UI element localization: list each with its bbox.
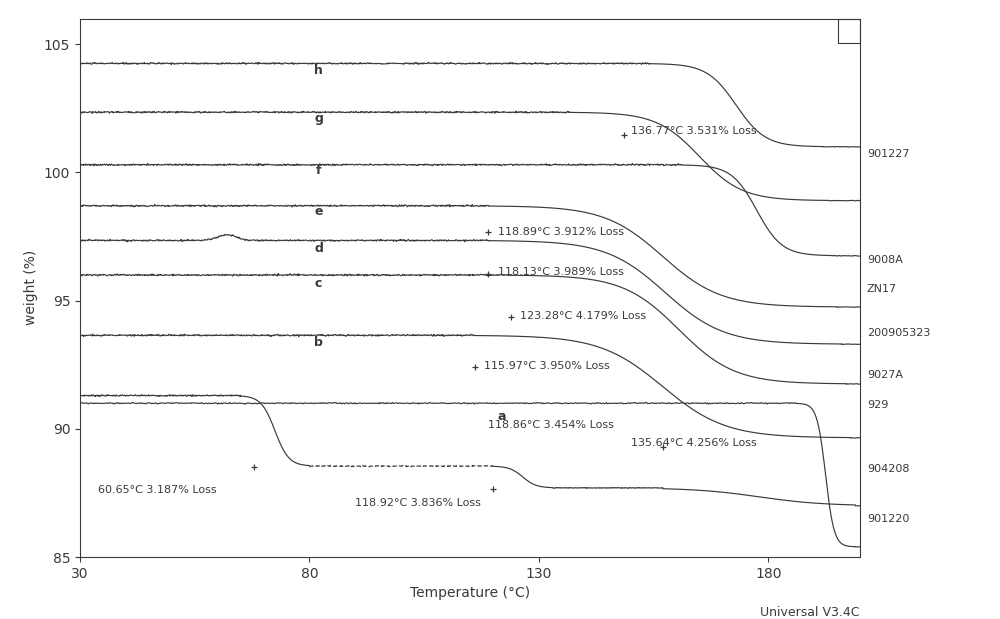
Text: 135.64°C 4.256% Loss: 135.64°C 4.256% Loss [631,438,756,448]
Text: Universal V3.4C: Universal V3.4C [761,605,860,618]
Text: 60.65°C 3.187% Loss: 60.65°C 3.187% Loss [98,485,217,495]
Text: a: a [498,410,506,423]
Text: 118.92°C 3.836% Loss: 118.92°C 3.836% Loss [355,498,481,508]
X-axis label: Temperature (°C): Temperature (°C) [410,586,530,600]
Text: 200905323: 200905323 [867,327,930,338]
Text: 118.86°C 3.454% Loss: 118.86°C 3.454% Loss [488,420,614,430]
Text: g: g [314,113,323,126]
Text: 929: 929 [867,399,888,410]
Text: 901220: 901220 [867,514,909,524]
Text: 115.97°C 3.950% Loss: 115.97°C 3.950% Loss [484,361,610,371]
Bar [838,19,860,43]
Text: ZN17: ZN17 [867,284,897,294]
Text: 118.13°C 3.989% Loss: 118.13°C 3.989% Loss [498,267,623,277]
Text: b: b [314,335,323,348]
Text: 9008A: 9008A [867,254,903,265]
Text: 136.77°C 3.531% Loss: 136.77°C 3.531% Loss [631,126,756,136]
Text: 904208: 904208 [867,464,909,474]
Text: h: h [314,64,323,77]
Text: 9027A: 9027A [867,370,903,380]
Y-axis label: weight (%): weight (%) [24,250,38,326]
Text: 901227: 901227 [867,149,909,160]
Text: e: e [314,205,323,218]
Text: 118.89°C 3.912% Loss: 118.89°C 3.912% Loss [498,227,624,237]
Text: c: c [315,277,322,290]
Text: f: f [316,163,321,176]
Text: 123.28°C 4.179% Loss: 123.28°C 4.179% Loss [520,311,647,321]
Text: d: d [314,242,323,255]
